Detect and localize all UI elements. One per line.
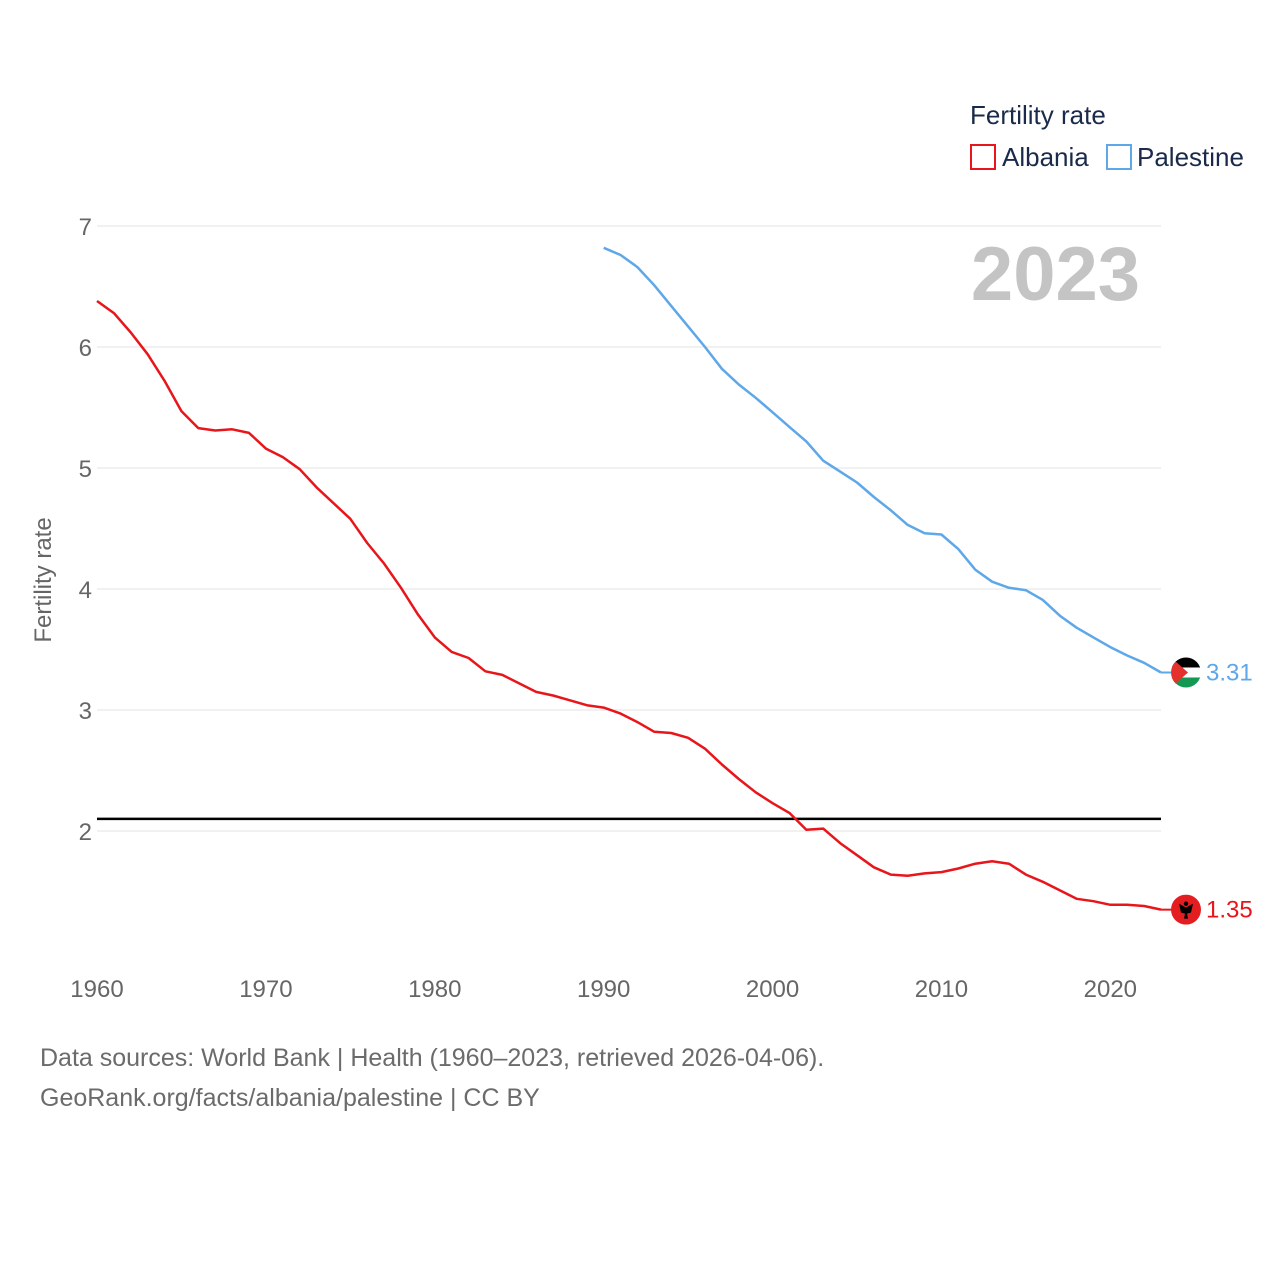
x-tick-label: 1990 bbox=[577, 976, 630, 1003]
legend-item-albania[interactable]: Albania bbox=[970, 142, 1089, 172]
series-lines bbox=[96, 246, 1162, 911]
end-markers: 1.35 3.31 bbox=[1161, 657, 1253, 925]
y-axis-label: Fertility rate bbox=[30, 517, 57, 642]
y-axis-ticks: 2 3 4 5 6 7 bbox=[79, 214, 92, 846]
albania-flag-icon bbox=[1171, 894, 1201, 925]
gridlines bbox=[97, 225, 1161, 832]
legend: Fertility rate Albania Palestine bbox=[970, 100, 1244, 172]
legend-label-albania: Albania bbox=[1002, 142, 1089, 172]
palestine-flag-icon bbox=[1171, 657, 1201, 688]
x-tick-label: 1960 bbox=[70, 976, 123, 1003]
end-value-label-palestine: 3.31 bbox=[1206, 659, 1253, 686]
legend-title: Fertility rate bbox=[970, 100, 1106, 130]
y-tick-label: 5 bbox=[79, 456, 92, 483]
legend-swatch-palestine bbox=[1106, 144, 1132, 170]
year-watermark: 2023 bbox=[971, 232, 1140, 317]
series-line-palestine[interactable] bbox=[603, 246, 1162, 674]
footer-attribution[interactable]: GeoRank.org/facts/albania/palestine | CC… bbox=[40, 1084, 540, 1112]
x-tick-label: 1980 bbox=[408, 976, 461, 1003]
y-tick-label: 4 bbox=[79, 577, 92, 604]
legend-label-palestine: Palestine bbox=[1137, 142, 1244, 172]
x-tick-label: 2000 bbox=[746, 976, 799, 1003]
x-tick-label: 1970 bbox=[239, 976, 292, 1003]
legend-swatch-albania bbox=[970, 144, 996, 170]
y-tick-label: 2 bbox=[79, 819, 92, 846]
x-axis-ticks: 1960 1970 1980 1990 2000 2010 2020 bbox=[70, 976, 1137, 1003]
series-line-albania[interactable] bbox=[96, 299, 1162, 911]
legend-item-palestine[interactable]: Palestine bbox=[1106, 142, 1244, 172]
end-value-label-albania: 1.35 bbox=[1206, 897, 1253, 924]
x-tick-label: 2010 bbox=[915, 976, 968, 1003]
footer-sources: Data sources: World Bank | Health (1960–… bbox=[40, 1044, 825, 1072]
x-tick-label: 2020 bbox=[1084, 976, 1137, 1003]
y-tick-label: 6 bbox=[79, 335, 92, 362]
y-tick-label: 7 bbox=[79, 214, 92, 241]
y-tick-label: 3 bbox=[79, 698, 92, 725]
